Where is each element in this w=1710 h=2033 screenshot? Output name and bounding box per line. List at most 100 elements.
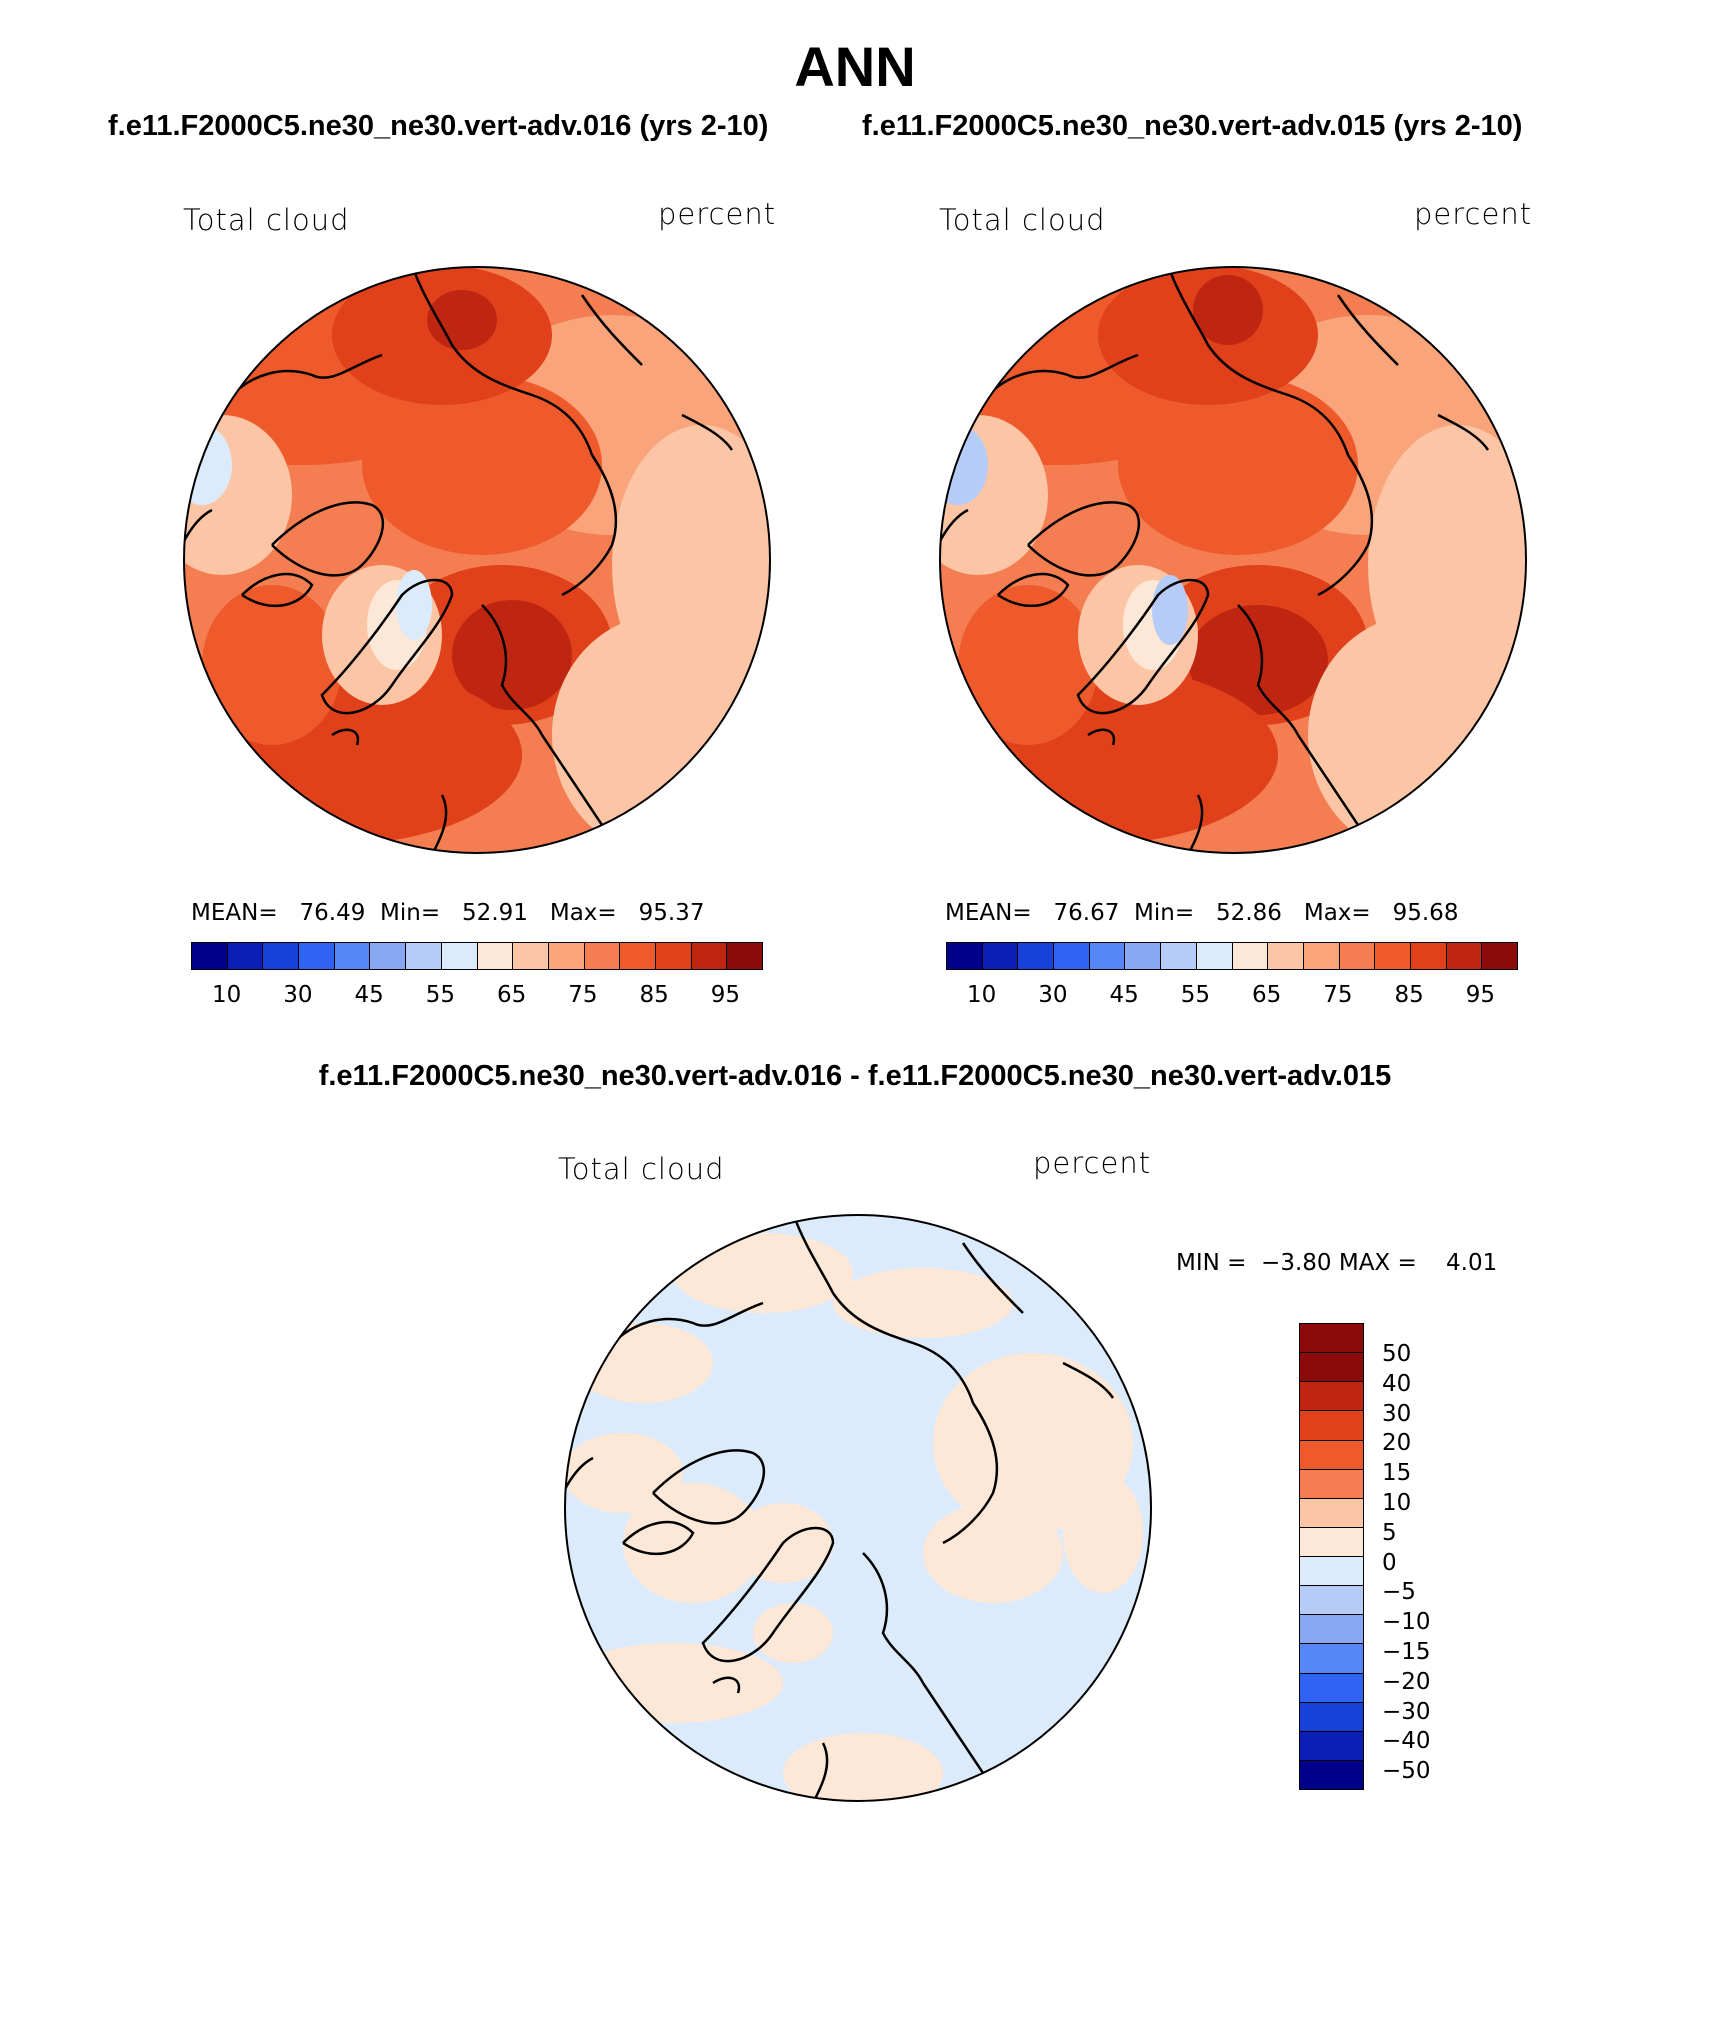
colorbar-tick: 30 — [1382, 1400, 1412, 1427]
colorbar-tick: 75 — [568, 982, 598, 1008]
colorbar-swatch — [1268, 943, 1304, 969]
diff-colorbar-ticks: 50 40 30 20 15 10 5 0 −5 −10 −15 −20 −30… — [1382, 1323, 1462, 1788]
colorbar-swatch — [1232, 943, 1269, 969]
colorbar-swatch — [1300, 1615, 1363, 1645]
panel-1-units-label: percent — [658, 197, 777, 231]
colorbar-tick: 85 — [639, 982, 669, 1008]
panel-1-min-value: 52.91 — [462, 900, 528, 926]
colorbar-swatch — [1054, 943, 1090, 969]
colorbar-tick: 30 — [283, 982, 313, 1008]
panel-2-min-value: 52.86 — [1216, 900, 1282, 926]
difference-polar-map — [564, 1214, 1152, 1802]
colorbar-swatch — [1300, 1586, 1363, 1616]
colorbar-swatch — [1300, 1527, 1363, 1557]
colorbar-tick: 0 — [1382, 1549, 1397, 1576]
panel-1-colorbar — [191, 942, 763, 970]
colorbar-tick: 55 — [425, 982, 456, 1008]
colorbar-swatch — [1410, 943, 1447, 969]
diff-variable-label: Total cloud — [558, 1152, 725, 1186]
colorbar-swatch — [1300, 1469, 1363, 1499]
panel-2-colorbar — [946, 942, 1518, 970]
colorbar-swatch — [1300, 1702, 1363, 1732]
colorbar-swatch — [1300, 1324, 1363, 1354]
diff-min-label: MIN = — [1176, 1250, 1247, 1276]
colorbar-swatch — [263, 943, 300, 969]
diff-min-value: −3.80 — [1261, 1250, 1332, 1276]
difference-title: f.e11.F2000C5.ne30_ne30.vert-adv.016 - f… — [318, 1060, 1392, 1092]
colorbar-swatch — [334, 943, 371, 969]
colorbar-swatch — [1300, 1353, 1363, 1383]
colorbar-swatch — [691, 943, 728, 969]
colorbar-tick: −50 — [1382, 1758, 1431, 1785]
panel-2-min-label: Min= — [1134, 900, 1195, 926]
panel-2-polar-map — [939, 266, 1527, 854]
colorbar-tick: 55 — [1180, 982, 1211, 1008]
colorbar-tick: 45 — [1109, 982, 1139, 1008]
colorbar-swatch — [299, 943, 335, 969]
colorbar-swatch — [655, 943, 692, 969]
colorbar-tick: 15 — [1382, 1460, 1412, 1487]
panel-2-variable-label: Total cloud — [939, 203, 1106, 237]
panel-1-colorbar-swatches — [191, 942, 763, 970]
panel-2-stats: MEAN= 76.67 Min= 52.86 Max= 95.68 — [945, 900, 1458, 926]
panel-2-max-label: Max= — [1303, 900, 1371, 926]
colorbar-swatch — [620, 943, 656, 969]
colorbar-tick: 65 — [1251, 982, 1282, 1008]
panel-1-stats: MEAN= 76.49 Min= 52.91 Max= 95.37 — [191, 900, 704, 926]
panel-1-min-label: Min= — [380, 900, 441, 926]
colorbar-swatch — [1300, 1498, 1363, 1528]
panel-2-mean-label: MEAN= — [945, 900, 1032, 926]
colorbar-swatch — [1300, 1731, 1363, 1761]
colorbar-tick: 85 — [1394, 982, 1424, 1008]
panel-1-run-title: f.e11.F2000C5.ne30_ne30.vert-adv.016 (yr… — [108, 110, 769, 142]
panel-1-max-label: Max= — [549, 900, 617, 926]
colorbar-tick: −30 — [1382, 1698, 1431, 1725]
colorbar-tick: −5 — [1382, 1579, 1416, 1606]
colorbar-swatch — [1375, 943, 1411, 969]
colorbar-swatch — [1300, 1557, 1363, 1587]
figure-title: ANN — [794, 35, 916, 98]
colorbar-swatch — [982, 943, 1019, 969]
colorbar-swatch — [1300, 1760, 1363, 1789]
panel-2-units-label: percent — [1414, 197, 1533, 231]
diff-minmax: MIN = −3.80 MAX = 4.01 — [1176, 1250, 1497, 1276]
panel-1-colorbar-ticks: 10 30 45 55 65 75 85 95 — [191, 982, 761, 1012]
colorbar-tick: 95 — [710, 982, 741, 1008]
colorbar-swatch — [1300, 1382, 1363, 1412]
colorbar-swatch — [1446, 943, 1483, 969]
panel-2-colorbar-swatches — [946, 942, 1518, 970]
panel-1-mean-value: 76.49 — [299, 900, 366, 926]
colorbar-swatch — [406, 943, 442, 969]
panel-1-mean-label: MEAN= — [191, 900, 278, 926]
colorbar-swatch — [1161, 943, 1197, 969]
colorbar-tick: −15 — [1382, 1639, 1431, 1665]
colorbar-tick: 45 — [354, 982, 384, 1008]
colorbar-swatch — [513, 943, 549, 969]
colorbar-swatch — [370, 943, 407, 969]
diff-colorbar — [1299, 1323, 1364, 1790]
colorbar-tick: −10 — [1382, 1609, 1431, 1636]
colorbar-tick: 75 — [1323, 982, 1353, 1008]
colorbar-swatch — [727, 943, 762, 969]
panel-1-variable-label: Total cloud — [183, 203, 350, 237]
colorbar-tick: 95 — [1465, 982, 1496, 1008]
colorbar-tick: −40 — [1382, 1728, 1431, 1755]
colorbar-swatch — [1125, 943, 1162, 969]
panel-1-polar-map — [183, 266, 771, 854]
colorbar-swatch — [947, 943, 983, 969]
colorbar-swatch — [1018, 943, 1055, 969]
colorbar-tick: 65 — [496, 982, 527, 1008]
diff-units-label: percent — [1033, 1146, 1152, 1180]
colorbar-tick: 40 — [1382, 1370, 1412, 1397]
colorbar-swatch — [1196, 943, 1233, 969]
colorbar-swatch — [477, 943, 514, 969]
colorbar-tick: 20 — [1382, 1430, 1412, 1457]
colorbar-swatch — [1303, 943, 1340, 969]
colorbar-swatch — [1300, 1644, 1363, 1674]
colorbar-swatch — [584, 943, 621, 969]
colorbar-swatch — [1300, 1673, 1363, 1703]
colorbar-swatch — [1300, 1411, 1363, 1441]
colorbar-tick: 10 — [211, 982, 242, 1008]
diff-max-value: 4.01 — [1446, 1250, 1498, 1276]
colorbar-tick: 30 — [1038, 982, 1068, 1008]
